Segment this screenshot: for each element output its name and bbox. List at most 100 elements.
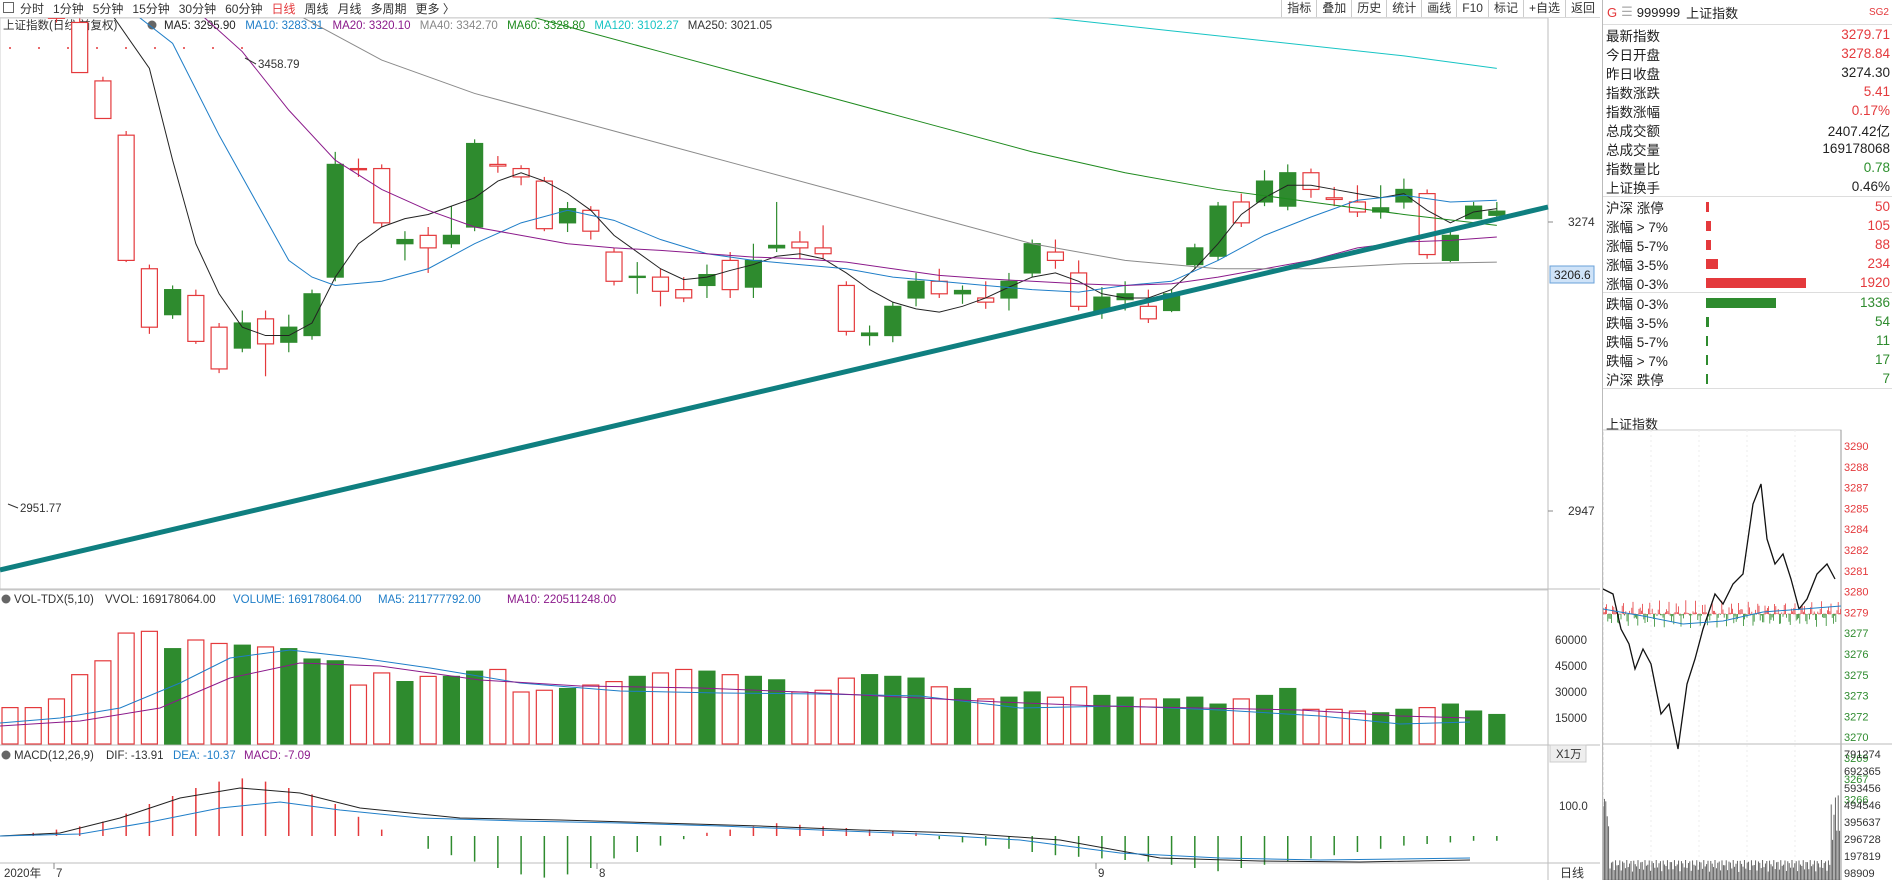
candle [1210, 206, 1226, 256]
top-toolbar: 分时 1分钟 5分钟 15分钟 30分钟 60分钟 日线 周线 月线 多周期 更多 〉 指标 叠加 历史… [0, 0, 1600, 18]
period-tab[interactable]: 1分钟 [53, 0, 84, 17]
toolbar-button[interactable]: 标记 [1488, 0, 1523, 17]
distribution-bar [1706, 278, 1806, 288]
y-axis-label: 3274 [1568, 215, 1595, 229]
volume-bar [1466, 711, 1482, 744]
toolbar-button[interactable]: 历史 [1351, 0, 1386, 17]
quote-row: 今日开盘 3278.84 [1603, 44, 1892, 63]
toolbar-button[interactable]: F10 [1456, 0, 1488, 17]
intraday-price-label: 3287 [1844, 483, 1868, 495]
toolbar-button[interactable]: +自选 [1523, 0, 1565, 17]
marker-dot [125, 47, 127, 49]
x-axis-label: 7 [56, 868, 62, 880]
volume-bar [1094, 695, 1110, 744]
kline-chart-area[interactable]: 上证指数(日线,前复权) MA5: 3295.90 MA10: 3283.31 MA2… [0, 18, 1600, 880]
macd-dea-line [0, 802, 1470, 860]
quote-panel: G ☰ 999999 上证指数 SG2 最新指数 3279.71 今日开盘 3278.… [1602, 0, 1892, 880]
volume-bar [1187, 697, 1203, 744]
candle [141, 269, 157, 327]
volume-bar [513, 692, 529, 744]
period-tab[interactable]: 多周期 [371, 0, 407, 17]
volume-bar [467, 671, 483, 744]
distribution-value: 234 [1830, 256, 1890, 271]
candle [908, 281, 924, 298]
quote-row-label: 总成交量 [1606, 139, 1660, 159]
intraday-frame [1603, 430, 1841, 880]
period-tab[interactable]: 5分钟 [93, 0, 124, 17]
quote-row: 总成交量 169178068 [1603, 139, 1892, 158]
distribution-value: 105 [1830, 218, 1890, 233]
quote-row-label: 最新指数 [1606, 25, 1660, 45]
volume-bar [652, 673, 668, 744]
distribution-row: 沪深 涨停 50 [1603, 197, 1892, 216]
toolbar-button[interactable]: 返回 [1565, 0, 1600, 17]
volume-bar [420, 676, 436, 744]
period-tab[interactable]: 60分钟 [225, 0, 262, 17]
distribution-row: 跌幅 3-5% 54 [1603, 312, 1892, 331]
candle [792, 242, 808, 248]
distribution-label: 沪深 涨停 [1606, 197, 1706, 217]
period-tab[interactable]: 周线 [304, 0, 328, 17]
macd-dif: DIF: -13.91 [106, 750, 164, 762]
candle [769, 245, 785, 248]
candle [397, 240, 413, 244]
period-tab[interactable]: 30分钟 [179, 0, 216, 17]
distribution-row: 涨幅 > 7% 105 [1603, 216, 1892, 235]
volume-bar [955, 689, 971, 744]
quote-row: 指数量比 0.78 [1603, 158, 1892, 177]
toolbar-button[interactable]: 画线 [1421, 0, 1456, 17]
volume-bar [560, 689, 576, 744]
vol-y-label: 15000 [1555, 713, 1587, 725]
marker-dot [9, 47, 11, 49]
toolbar-button[interactable]: 指标 [1281, 0, 1316, 17]
distribution-label: 跌幅 0-3% [1606, 293, 1706, 313]
volume-bar [676, 669, 692, 744]
y-axis-label: 2947 [1568, 504, 1595, 518]
volume-bar [1140, 699, 1156, 744]
distribution-label: 沪深 跌停 [1606, 369, 1706, 389]
candle [1326, 198, 1342, 200]
toolbar-button[interactable]: 叠加 [1316, 0, 1351, 17]
distribution-value: 88 [1830, 237, 1890, 252]
period-tab[interactable]: 日线 [271, 0, 295, 17]
intraday-volume-label: 296728 [1844, 834, 1881, 846]
menu-icon[interactable] [3, 2, 14, 13]
intraday-price-label: 3279 [1844, 607, 1868, 619]
distribution-label: 跌幅 > 7% [1606, 350, 1706, 370]
marker-dot [183, 47, 185, 49]
x-axis-mode: 日线 [1560, 866, 1584, 880]
period-tab[interactable]: 15分钟 [132, 0, 169, 17]
candle [490, 164, 506, 166]
intraday-price-label: 3285 [1844, 503, 1868, 515]
vol-title: VOL-TDX(5,10) [14, 594, 94, 606]
toolbar-button[interactable]: 统计 [1386, 0, 1421, 17]
quote-row-label: 昨日收盘 [1606, 63, 1660, 83]
intraday-price-label: 3270 [1844, 732, 1868, 744]
period-tab[interactable]: 更多 〉 [416, 0, 455, 17]
candle [1047, 252, 1063, 260]
up-distribution: 沪深 涨停 50 涨幅 > 7% 105 涨幅 5-7% 88 涨幅 3-5% 234 涨幅 0… [1603, 197, 1892, 293]
distribution-value: 1336 [1830, 295, 1890, 310]
quote-code: 999999 [1637, 5, 1680, 20]
vol-volume: VOLUME: 169178064.00 [233, 594, 362, 606]
price-tag-label: 3206.6 [1554, 268, 1591, 282]
volume-bar [165, 649, 181, 744]
intraday-price-label: 3280 [1844, 587, 1868, 599]
volume-bar [95, 661, 111, 744]
volume-bar [769, 680, 785, 744]
intraday-price-label: 3277 [1844, 628, 1868, 640]
distribution-row: 跌幅 5-7% 11 [1603, 331, 1892, 350]
quote-header: G ☰ 999999 上证指数 SG2 [1603, 0, 1892, 25]
period-tab[interactable]: 月线 [338, 0, 362, 17]
candle [72, 22, 88, 72]
low-arrow [8, 504, 18, 508]
period-tab[interactable]: 分时 [20, 0, 44, 17]
candle [629, 276, 645, 277]
macd-macd: MACD: -7.09 [244, 750, 310, 762]
quote-row-value: 3279.71 [1841, 27, 1890, 42]
intraday-volume-label: 98909 [1844, 868, 1875, 880]
intraday-chart[interactable]: 上证指数 3290 3288 3287 3285 3284 3282 3281 3280 327… [1603, 414, 1892, 880]
volume-bar [258, 647, 274, 744]
candle [838, 285, 854, 331]
candle [420, 235, 436, 248]
